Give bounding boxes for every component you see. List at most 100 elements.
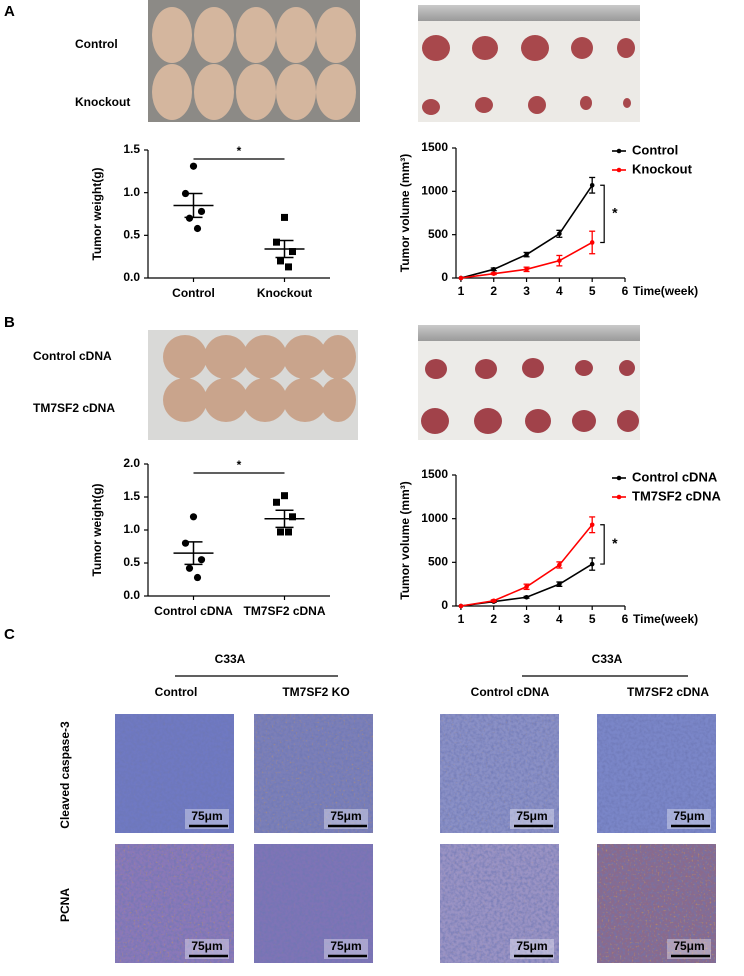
scale-bar-label: 75μm [191, 809, 222, 823]
data-line [460, 184, 593, 279]
y-tick-label: 0 [441, 270, 448, 284]
data-point [524, 267, 529, 272]
micrograph-stain [597, 844, 716, 963]
panel-label: A [4, 3, 15, 20]
photo-row-label: Control [75, 37, 118, 51]
tumor-photo [418, 325, 640, 440]
x-tick-label: 6 [622, 612, 629, 626]
x-tick-label: 3 [523, 612, 530, 626]
x-tick-label: 4 [556, 612, 563, 626]
y-tick-label: 1000 [421, 184, 448, 198]
x-tick-label: 1 [458, 612, 465, 626]
legend-label: TM7SF2 cDNA [632, 488, 721, 503]
data-point [458, 603, 464, 609]
significance-mark: * [237, 144, 242, 158]
scale-bar-bg [667, 939, 711, 959]
x-tick-label: 4 [556, 284, 563, 298]
scale-bar-bg [185, 939, 229, 959]
data-point [185, 564, 194, 572]
column-label: Control cDNA [471, 685, 550, 699]
x-tick-label: 6 [622, 284, 629, 298]
panel-label: B [4, 314, 15, 331]
x-tick-label: 5 [589, 284, 596, 298]
micrograph-stain [440, 844, 559, 963]
panel-label: C [4, 626, 15, 643]
significance-mark: * [237, 458, 242, 472]
group-title: C33A [592, 652, 623, 666]
y-tick-label: 1.5 [123, 489, 140, 503]
x-tick-label: 2 [490, 284, 497, 298]
legend-swatch [616, 148, 622, 154]
ihc-images: 75μm 75μm 75μm 75μm 75μm 75μm 75μm 75μm [115, 714, 716, 963]
data-point [557, 258, 562, 263]
data-point [491, 598, 497, 604]
data-point [185, 214, 194, 222]
data-point [491, 267, 497, 272]
y-tick-label: 500 [428, 227, 448, 241]
data-point [189, 513, 198, 521]
data-point [193, 573, 202, 582]
column-label: TM7SF2 KO [282, 685, 349, 699]
data-point [557, 581, 562, 587]
y-axis-label: Tumor volume (mm³) [398, 154, 412, 272]
data-point [524, 594, 529, 600]
scale-bar-label: 75μm [516, 939, 547, 953]
scale-bar-label: 75μm [191, 939, 222, 953]
data-point [589, 240, 595, 245]
legend-label: Control [632, 142, 678, 157]
x-tick-label: 3 [523, 284, 530, 298]
data-point [273, 498, 280, 506]
micrograph-stain [115, 844, 234, 963]
x-tick-label: Control cDNA [154, 604, 233, 618]
mice-photo [148, 0, 360, 122]
scale-bar-bg [510, 809, 554, 829]
y-tick-label: 0 [441, 598, 448, 612]
data-point [289, 248, 296, 256]
legend-swatch [616, 475, 622, 481]
y-tick-label: 1.0 [123, 185, 140, 199]
photo-row-label: Control cDNA [33, 349, 112, 363]
data-point [589, 561, 595, 567]
row-label: Cleaved caspase-3 [58, 721, 72, 829]
y-tick-label: 0.5 [123, 555, 140, 569]
significance-mark: * [612, 205, 618, 221]
micrograph-stain [597, 714, 716, 833]
scale-bar-label: 75μm [673, 809, 704, 823]
data-point [524, 584, 529, 590]
scale-bar-bg [324, 809, 368, 829]
x-tick-label: Control [172, 286, 215, 300]
scale-bar-label: 75μm [673, 939, 704, 953]
column-label: TM7SF2 cDNA [627, 685, 709, 699]
photo-row-label: Knockout [75, 95, 130, 109]
y-tick-label: 1500 [421, 140, 448, 154]
data-point [491, 271, 497, 276]
y-tick-label: 1.0 [123, 522, 140, 536]
data-point [589, 522, 595, 528]
data-point [189, 162, 198, 170]
data-point [281, 213, 288, 221]
legend-swatch [616, 494, 622, 500]
data-point [277, 257, 284, 265]
y-tick-label: 0.0 [123, 270, 140, 284]
scale-bar-bg [324, 939, 368, 959]
data-point [277, 528, 284, 536]
data-point [281, 492, 288, 500]
tumor-photo [418, 5, 640, 122]
x-tick-label: TM7SF2 cDNA [243, 604, 325, 618]
data-point [181, 539, 190, 547]
scale-bar-label: 75μm [516, 809, 547, 823]
y-tick-label: 0.0 [123, 588, 140, 602]
scale-bar-bg [185, 809, 229, 829]
y-tick-label: 0.5 [123, 228, 140, 242]
data-point [285, 263, 292, 271]
mice-photo [148, 330, 358, 440]
group-title: C33A [215, 652, 246, 666]
y-axis-label: Tumor weight(g) [90, 167, 104, 260]
data-point [589, 182, 595, 188]
significance-bracket [600, 184, 605, 244]
scale-bar-bg [510, 939, 554, 959]
legend-swatch [616, 167, 622, 173]
data-line [460, 524, 593, 607]
x-tick-label: 1 [458, 284, 465, 298]
